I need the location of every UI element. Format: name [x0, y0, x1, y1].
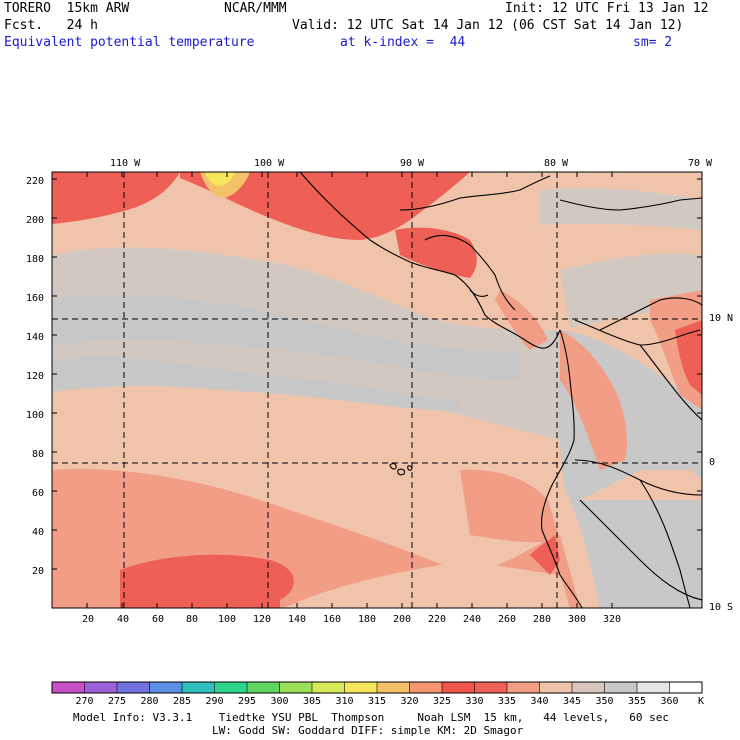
- colorbar-swatch: [442, 682, 475, 693]
- colorbar-label: 295: [238, 696, 257, 707]
- colorbar-label: 325: [433, 696, 452, 707]
- model-info: Model Info: V3.3.1 Tiedtke YSU PBL Thomp…: [73, 711, 670, 724]
- colorbar-swatch: [149, 682, 183, 693]
- colorbar-label: 355: [628, 696, 647, 707]
- colorbar-label: 345: [563, 696, 582, 707]
- colorbar-label: 275: [108, 696, 127, 707]
- lat-label: 10 S: [709, 602, 734, 613]
- colorbar-swatch: [377, 682, 410, 693]
- field-name: Equivalent potential temperature: [4, 35, 255, 50]
- level-label: at k-index = 44: [340, 35, 466, 50]
- forecast-hour: Fcst. 24 h: [4, 18, 98, 33]
- grid-y-label: 80: [32, 449, 45, 460]
- grid-x-label: 100: [218, 614, 237, 625]
- lon-label: 100 W: [254, 158, 285, 169]
- lon-label: 80 W: [544, 158, 569, 169]
- colorbar-swatch: [214, 682, 248, 693]
- grid-x-label: 240: [463, 614, 482, 625]
- grid-y-label: 160: [26, 293, 45, 304]
- grid-x-label: 140: [288, 614, 307, 625]
- colorbar-label: 305: [303, 696, 322, 707]
- colorbar-swatch: [669, 682, 703, 693]
- lon-label: 110 W: [110, 158, 141, 169]
- colorbar-swatch: [117, 682, 150, 693]
- model-title: TORERO 15km ARW: [4, 1, 130, 16]
- colorbar-swatch: [507, 682, 540, 693]
- colorbar-label: 280: [140, 696, 159, 707]
- colorbar-swatch: [182, 682, 215, 693]
- colorbar-swatch: [409, 682, 443, 693]
- physics-info: LW: Godd SW: Goddard DIFF: simple KM: 2D…: [212, 724, 524, 737]
- grid-x-label: 320: [603, 614, 622, 625]
- grid-y-label: 100: [26, 410, 45, 421]
- grid-x-label: 60: [152, 614, 165, 625]
- graticule: [52, 172, 702, 608]
- grid-x-label: 260: [498, 614, 517, 625]
- colorbar-label: 310: [335, 696, 354, 707]
- colorbar-unit: K: [698, 696, 705, 707]
- colorbar-label: 315: [368, 696, 387, 707]
- colorbar-swatch: [637, 682, 670, 693]
- colorbar-label: 290: [205, 696, 224, 707]
- grid-x-label: 280: [533, 614, 552, 625]
- init-time: Init: 12 UTC Fri 13 Jan 12: [505, 1, 709, 16]
- grid-y-label: 20: [32, 566, 45, 577]
- colorbar-label: 320: [400, 696, 419, 707]
- theta-e-field: [52, 172, 702, 608]
- grid-y-label: 180: [26, 254, 45, 265]
- organization-label: NCAR/MMM: [224, 1, 287, 16]
- colorbar-swatch: [279, 682, 313, 693]
- colorbar-label: 335: [498, 696, 517, 707]
- colorbar-swatch: [312, 682, 345, 693]
- grid-y-label: 120: [26, 371, 45, 382]
- grid-x-label: 200: [393, 614, 412, 625]
- grid-x-label: 80: [186, 614, 199, 625]
- grid-x-label: 20: [82, 614, 95, 625]
- grid-y-label: 60: [32, 488, 45, 499]
- map-frame: [51, 171, 703, 609]
- colorbar-label: 300: [270, 696, 289, 707]
- colorbar-label: 330: [465, 696, 484, 707]
- lat-label: 10 N: [709, 313, 734, 324]
- colorbar-swatch: [52, 682, 85, 693]
- colorbar-swatch: [539, 682, 573, 693]
- lat-label: 0: [709, 457, 716, 468]
- grid-x-label: 160: [323, 614, 342, 625]
- grid-x-label: 300: [568, 614, 587, 625]
- colorbar-label: 360: [660, 696, 679, 707]
- colorbar-swatch: [247, 682, 280, 693]
- smoothing-label: sm= 2: [633, 35, 673, 50]
- colorbar-swatch: [344, 682, 378, 693]
- colorbar-swatch: [474, 682, 508, 693]
- colorbar-label: 285: [173, 696, 192, 707]
- lon-label: 70 W: [688, 158, 713, 169]
- colorbar-label: 340: [530, 696, 549, 707]
- grid-y-label: 220: [26, 176, 45, 187]
- valid-time: Valid: 12 UTC Sat 14 Jan 12 (06 CST Sat …: [292, 18, 684, 33]
- colorbar-swatch: [84, 682, 118, 693]
- grid-x-label: 220: [428, 614, 447, 625]
- grid-x-label: 40: [117, 614, 130, 625]
- red-patch-southwest: [120, 554, 294, 608]
- colorbar-label: 270: [75, 696, 94, 707]
- colorbar-label: 350: [595, 696, 614, 707]
- grid-y-label: 200: [26, 215, 45, 226]
- coastlines: [299, 172, 702, 608]
- grid-x-label: 180: [358, 614, 377, 625]
- colorbar-swatch: [572, 682, 605, 693]
- colorbar-swatch: [604, 682, 638, 693]
- grid-y-label: 140: [26, 332, 45, 343]
- grid-y-label: 40: [32, 527, 45, 538]
- grid-x-label: 120: [253, 614, 272, 625]
- lon-label: 90 W: [400, 158, 425, 169]
